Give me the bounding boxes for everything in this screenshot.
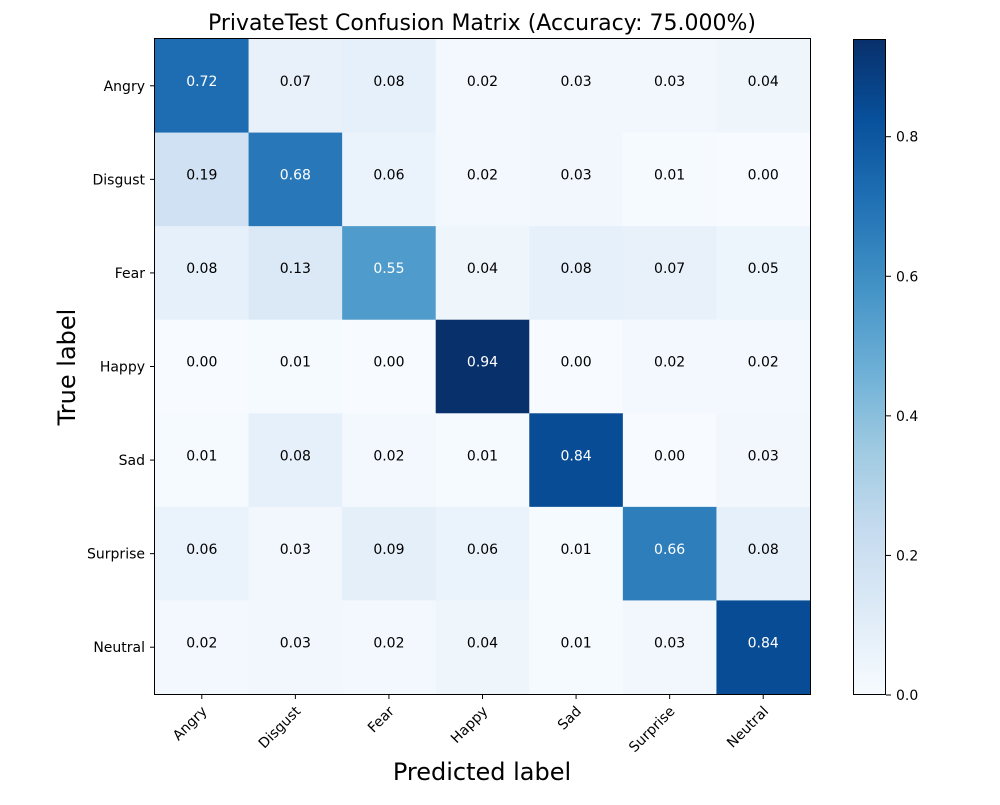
cell-value-label: 0.55 xyxy=(373,261,404,277)
cell-value-label: 0.02 xyxy=(186,635,217,651)
cell-value-label: 0.03 xyxy=(654,635,685,651)
cell-value-label: 0.05 xyxy=(748,261,779,277)
cell-value-label: 0.01 xyxy=(186,448,217,464)
cell-value-label: 0.01 xyxy=(560,542,591,558)
cell-value-label: 0.02 xyxy=(373,448,404,464)
y-tick-label: Happy xyxy=(100,360,145,376)
cell-value-label: 0.04 xyxy=(467,261,498,277)
cell-value-label: 0.66 xyxy=(654,542,685,558)
cell-value-label: 0.02 xyxy=(467,74,498,90)
cell-value-label: 0.68 xyxy=(280,168,311,184)
x-tick-label: Happy xyxy=(448,704,491,747)
cell-value-label: 0.04 xyxy=(467,635,498,651)
cell-value-label: 0.01 xyxy=(654,168,685,184)
x-tick-label: Neutral xyxy=(724,704,772,752)
x-tick-label: Sad xyxy=(555,704,585,734)
y-tick-label: Angry xyxy=(104,79,145,95)
cell-value-label: 0.00 xyxy=(373,355,404,371)
cell-value-label: 0.07 xyxy=(280,74,311,90)
cell-value-label: 0.02 xyxy=(654,355,685,371)
x-tick-label: Angry xyxy=(170,704,211,745)
cell-value-label: 0.00 xyxy=(560,355,591,371)
cell-value-label: 0.09 xyxy=(373,542,404,558)
cell-value-label: 0.04 xyxy=(748,74,779,90)
cell-value-label: 0.00 xyxy=(186,355,217,371)
chart-title: PrivateTest Confusion Matrix (Accuracy: … xyxy=(208,11,756,36)
cell-value-label: 0.02 xyxy=(373,635,404,651)
cell-value-label: 0.00 xyxy=(654,448,685,464)
x-axis-label: Predicted label xyxy=(393,758,571,786)
colorbar-tick-label: 0.4 xyxy=(896,409,918,425)
cell-value-label: 0.94 xyxy=(467,355,498,371)
cell-value-label: 0.03 xyxy=(560,168,591,184)
cell-value-label: 0.08 xyxy=(280,448,311,464)
colorbar-tick-label: 0.2 xyxy=(896,548,918,564)
colorbar-gradient xyxy=(853,39,886,695)
cell-value-label: 0.03 xyxy=(280,542,311,558)
cell-value-label: 0.01 xyxy=(560,635,591,651)
cell-value-label: 0.07 xyxy=(654,261,685,277)
cell-value-label: 0.02 xyxy=(748,355,779,371)
cell-value-label: 0.06 xyxy=(373,168,404,184)
y-tick-label: Neutral xyxy=(93,640,145,656)
x-tick-label: Disgust xyxy=(256,703,305,752)
cell-value-label: 0.72 xyxy=(186,74,217,90)
cell-value-label: 0.01 xyxy=(467,448,498,464)
cell-value-label: 0.02 xyxy=(467,168,498,184)
cell-value-label: 0.06 xyxy=(186,542,217,558)
cell-value-label: 0.03 xyxy=(748,448,779,464)
y-axis-label: True label xyxy=(53,309,81,427)
cell-value-label: 0.01 xyxy=(280,355,311,371)
x-tick-label: Surprise xyxy=(626,704,678,756)
y-tick-label: Sad xyxy=(119,453,145,469)
cell-value-label: 0.06 xyxy=(467,542,498,558)
colorbar-tick-label: 0.6 xyxy=(896,269,918,285)
cell-value-label: 0.13 xyxy=(280,261,311,277)
colorbar-tick-label: 0.8 xyxy=(896,130,918,146)
x-tick-label: Fear xyxy=(365,703,398,736)
colorbar-tick-label: 0.0 xyxy=(896,688,918,704)
cell-value-label: 0.84 xyxy=(748,635,779,651)
cell-value-label: 0.03 xyxy=(654,74,685,90)
colorbar: 0.0 0.2 0.4 0.6 0.8 xyxy=(853,39,918,704)
x-axis-ticks: Angry Disgust Fear Happy Sad Surprise Neutral xyxy=(170,694,772,756)
y-axis-ticks: Angry Disgust Fear Happy Sad Surprise Neutral xyxy=(87,79,155,656)
cell-value-label: 0.03 xyxy=(280,635,311,651)
cell-value-label: 0.00 xyxy=(748,168,779,184)
cell-value-label: 0.03 xyxy=(560,74,591,90)
y-tick-label: Disgust xyxy=(92,172,145,188)
cell-value-label: 0.08 xyxy=(186,261,217,277)
y-tick-label: Surprise xyxy=(87,547,145,563)
cell-value-label: 0.08 xyxy=(373,74,404,90)
y-tick-label: Fear xyxy=(115,266,145,282)
cell-value-label: 0.84 xyxy=(560,448,591,464)
cell-value-label: 0.19 xyxy=(186,168,217,184)
cell-value-label: 0.08 xyxy=(748,542,779,558)
cell-value-label: 0.08 xyxy=(560,261,591,277)
